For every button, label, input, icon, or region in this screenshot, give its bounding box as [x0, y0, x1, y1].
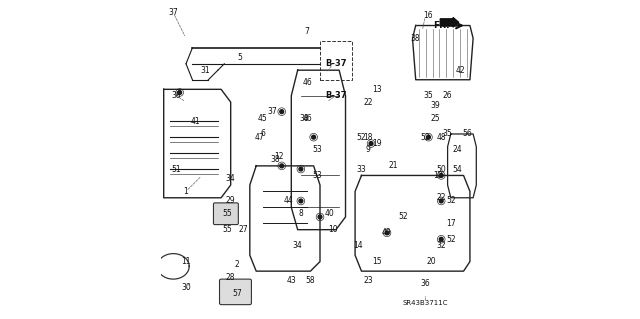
Text: 30: 30 [181, 283, 191, 292]
Text: 36: 36 [420, 279, 430, 288]
Circle shape [426, 135, 430, 139]
Text: 41: 41 [191, 117, 200, 126]
Text: 38: 38 [411, 34, 420, 43]
Text: 37: 37 [168, 8, 178, 17]
Text: 44: 44 [284, 197, 293, 205]
Circle shape [299, 167, 303, 171]
Text: 46: 46 [302, 114, 312, 122]
Text: 52: 52 [446, 197, 456, 205]
Text: 47: 47 [255, 133, 264, 142]
Text: 13: 13 [372, 85, 382, 94]
Text: 7: 7 [305, 27, 310, 36]
Text: 29: 29 [226, 197, 236, 205]
Text: 23: 23 [363, 276, 372, 285]
Text: 38: 38 [271, 155, 280, 164]
Text: 43: 43 [287, 276, 296, 285]
Text: 28: 28 [226, 273, 236, 282]
Text: 31: 31 [200, 66, 210, 75]
Text: 15: 15 [372, 257, 382, 266]
Text: 17: 17 [446, 219, 456, 228]
Text: 45: 45 [258, 114, 268, 122]
Text: 55: 55 [223, 225, 232, 234]
Text: 48: 48 [436, 133, 446, 142]
Text: 52: 52 [398, 212, 408, 221]
Circle shape [318, 215, 322, 219]
Text: 24: 24 [452, 145, 462, 154]
Text: 12: 12 [274, 152, 284, 161]
Text: 54: 54 [452, 165, 462, 174]
Text: 37: 37 [268, 107, 277, 116]
Text: 34: 34 [226, 174, 236, 183]
Text: 46: 46 [302, 78, 312, 87]
Circle shape [439, 237, 443, 241]
Circle shape [280, 110, 284, 114]
Circle shape [312, 135, 316, 139]
FancyBboxPatch shape [220, 279, 252, 305]
Text: 34: 34 [292, 241, 303, 250]
Circle shape [369, 142, 373, 145]
Circle shape [439, 199, 443, 203]
Text: 19: 19 [372, 139, 382, 148]
Text: 32: 32 [436, 241, 446, 250]
Text: 56: 56 [462, 130, 472, 138]
Text: SR43B3711C: SR43B3711C [403, 300, 448, 306]
Text: B-37: B-37 [325, 91, 347, 100]
Text: 40: 40 [324, 209, 335, 218]
Text: 52: 52 [356, 133, 366, 142]
Text: 52: 52 [446, 235, 456, 244]
Circle shape [299, 199, 303, 203]
FancyArrow shape [440, 18, 459, 27]
Circle shape [178, 91, 182, 94]
Text: 18: 18 [433, 171, 443, 180]
Text: 35: 35 [424, 91, 433, 100]
Circle shape [385, 231, 389, 235]
Circle shape [439, 174, 443, 177]
Bar [320, 41, 352, 80]
Text: 11: 11 [181, 257, 191, 266]
Text: 14: 14 [353, 241, 363, 250]
Text: 53: 53 [312, 171, 322, 180]
Text: 10: 10 [328, 225, 337, 234]
Text: 22: 22 [363, 98, 372, 107]
Text: 22: 22 [436, 193, 446, 202]
Text: 39: 39 [430, 101, 440, 110]
Text: FR.: FR. [433, 21, 449, 30]
Text: 33: 33 [356, 165, 366, 174]
Text: 57: 57 [232, 289, 242, 298]
Text: 9: 9 [365, 145, 371, 154]
Text: 55: 55 [223, 209, 232, 218]
Text: 27: 27 [239, 225, 248, 234]
Text: 8: 8 [298, 209, 303, 218]
Text: 16: 16 [424, 11, 433, 20]
Text: 25: 25 [430, 114, 440, 122]
Text: 51: 51 [172, 165, 181, 174]
Text: 1: 1 [184, 187, 188, 196]
Text: 42: 42 [456, 66, 465, 75]
Text: 21: 21 [388, 161, 398, 170]
Text: 52: 52 [420, 133, 430, 142]
Text: 2: 2 [235, 260, 239, 269]
Text: B-37: B-37 [325, 59, 347, 68]
Circle shape [280, 164, 284, 168]
FancyBboxPatch shape [214, 203, 238, 225]
Text: 20: 20 [427, 257, 436, 266]
Text: 49: 49 [382, 228, 392, 237]
Text: 58: 58 [306, 276, 316, 285]
Text: 26: 26 [443, 91, 452, 100]
Text: 6: 6 [260, 130, 265, 138]
Text: 38: 38 [300, 114, 309, 122]
Text: 5: 5 [238, 53, 243, 62]
Text: 35: 35 [443, 130, 452, 138]
Text: 18: 18 [363, 133, 372, 142]
Text: 38: 38 [172, 91, 181, 100]
Text: 53: 53 [312, 145, 322, 154]
Text: 50: 50 [436, 165, 446, 174]
